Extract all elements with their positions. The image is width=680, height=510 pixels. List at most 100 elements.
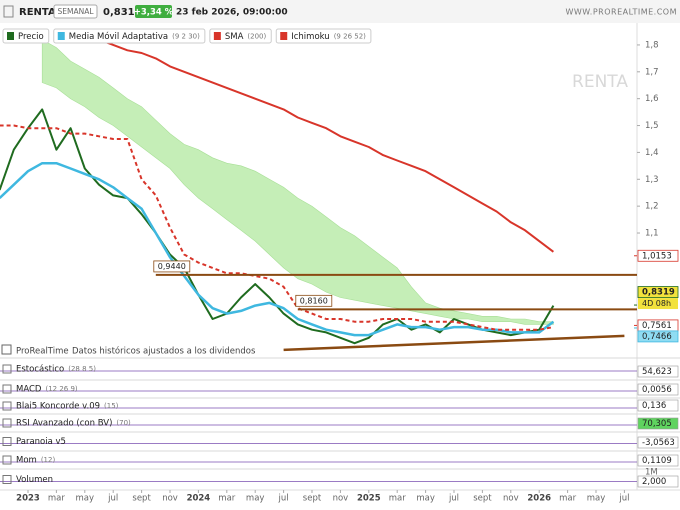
legend-swatch: [213, 32, 221, 40]
indicator-params: (12 26 9): [45, 385, 77, 393]
x-tick-label: may: [246, 494, 265, 504]
series-line: [0, 161, 555, 337]
indicator-value: 54,623: [642, 367, 672, 377]
x-tick-label: 2026: [527, 494, 551, 504]
trendline: [283, 334, 625, 352]
y-tick-label: 1,3: [645, 175, 659, 185]
legend-entry: [209, 28, 272, 44]
legend-swatch: [57, 32, 65, 40]
indicator-value: 2,000: [642, 477, 666, 487]
site: WWW.PROREALTIME.COM: [565, 8, 677, 17]
change: +3,34 %: [134, 8, 174, 18]
x-tick-label: mar: [559, 494, 576, 504]
last-value-tag: [637, 286, 679, 298]
last-value-label: 0,7466: [642, 332, 672, 342]
x-tick-label: sept: [132, 494, 151, 504]
last-value-label: 0,7561: [642, 321, 672, 331]
y-tick-label: 1,7: [645, 67, 659, 77]
indicator-value: 70,305: [642, 419, 672, 429]
watermark: RENTA: [572, 72, 628, 92]
indicator-tag: [637, 475, 679, 488]
indicator-tag: [637, 417, 679, 430]
x-tick-label: jul: [618, 494, 629, 504]
x-tick-label: nov: [333, 494, 349, 504]
x-tick-label: may: [416, 494, 435, 504]
legend-name: Precio: [18, 32, 44, 42]
legend-swatch: [280, 32, 288, 40]
x-tick-label: 2023: [16, 494, 40, 504]
last-value-label: 0,8319: [642, 288, 675, 298]
y-tick-label: 1,8: [645, 40, 659, 50]
last-value-label: 1,0153: [642, 251, 672, 261]
legend-swatch: [7, 32, 14, 40]
x-tick-label: sept: [303, 494, 322, 504]
x-tick-label: may: [587, 494, 606, 504]
panel-icon: [2, 401, 12, 411]
x-tick-label: jul: [107, 494, 118, 504]
y-tick-label: 1,2: [645, 202, 659, 212]
indicator-tag: [637, 383, 679, 396]
legend-name: Media Móvil Adaptativa: [69, 31, 168, 42]
last-value-tag: [637, 249, 679, 262]
legend-params: (200): [247, 33, 266, 41]
level-label: 0,9440: [158, 262, 186, 271]
panel-icon: [2, 437, 12, 446]
series-line: [0, 124, 554, 331]
period[interactable]: SEMANAL: [57, 7, 94, 16]
dividend-note: Datos históricos ajustados a los dividen…: [72, 346, 256, 357]
indicator-tag: [637, 365, 679, 378]
change-box: [135, 5, 172, 18]
level-label: 0,8160: [300, 296, 328, 305]
indicator-value: 0,1109: [642, 456, 672, 466]
indicator-axis-label: 1M: [645, 468, 658, 478]
indicator-value: 0,0056: [642, 385, 672, 395]
legend-entry: [2, 28, 50, 44]
level-label-box: [153, 260, 191, 273]
panel-icon: [2, 384, 12, 394]
price-plot: [0, 38, 555, 345]
x-tick-label: 2025: [357, 494, 381, 504]
brand: ProRealTime: [16, 347, 69, 357]
legend-entry: [275, 28, 372, 44]
indicator-tag: [637, 454, 679, 467]
x-tick-label: 2024: [187, 494, 211, 504]
legend-name: SMA: [225, 32, 244, 42]
indicator-name: Volumen: [16, 475, 53, 485]
legend-name: Ichimoku: [291, 32, 329, 42]
indicator-tag: [637, 436, 679, 449]
level-label-box: [295, 294, 333, 307]
x-tick-label: mar: [48, 494, 65, 504]
panel-icon: [2, 364, 12, 374]
period-box[interactable]: [53, 4, 98, 19]
y-tick-label: 1,5: [645, 121, 659, 131]
indicator-name: Estocástico: [16, 365, 64, 375]
series-line: [98, 38, 555, 253]
y-tick-label: 1,6: [645, 94, 659, 104]
indicator-name: Blai5 Koncorde v.09: [16, 402, 100, 412]
legend-params: (9 2 30): [172, 33, 200, 41]
x-tick-label: mar: [389, 494, 406, 504]
indicator-value: 0,136: [642, 401, 666, 411]
panel-icon: [2, 418, 12, 428]
y-tick-label: 1,4: [645, 148, 659, 158]
indicator-name: Paranoia v5: [16, 437, 66, 447]
x-tick-label: may: [76, 494, 95, 504]
x-tick-label: sept: [473, 494, 492, 504]
indicator-tag: [637, 399, 679, 412]
indicator-name: RSI Avanzado (con BV): [16, 419, 112, 429]
x-tick-label: jul: [448, 494, 459, 504]
ticker: RENTA: [19, 7, 56, 18]
datetime: 23 feb 2026, 09:00:00: [176, 8, 288, 18]
y-tick-label: 1,1: [645, 229, 659, 239]
legend-params: (9 26 52): [334, 33, 366, 41]
indicator-value: -3,0563: [642, 438, 675, 448]
indicator-name: MACD: [16, 385, 42, 395]
x-tick-label: mar: [218, 494, 235, 504]
x-tick-label: nov: [162, 494, 178, 504]
indicator-params: (12): [41, 456, 56, 464]
panel-icon: [2, 455, 12, 465]
x-tick-label: nov: [503, 494, 519, 504]
indicator-name: Mom: [16, 456, 37, 466]
last-value-tag: [637, 330, 679, 343]
